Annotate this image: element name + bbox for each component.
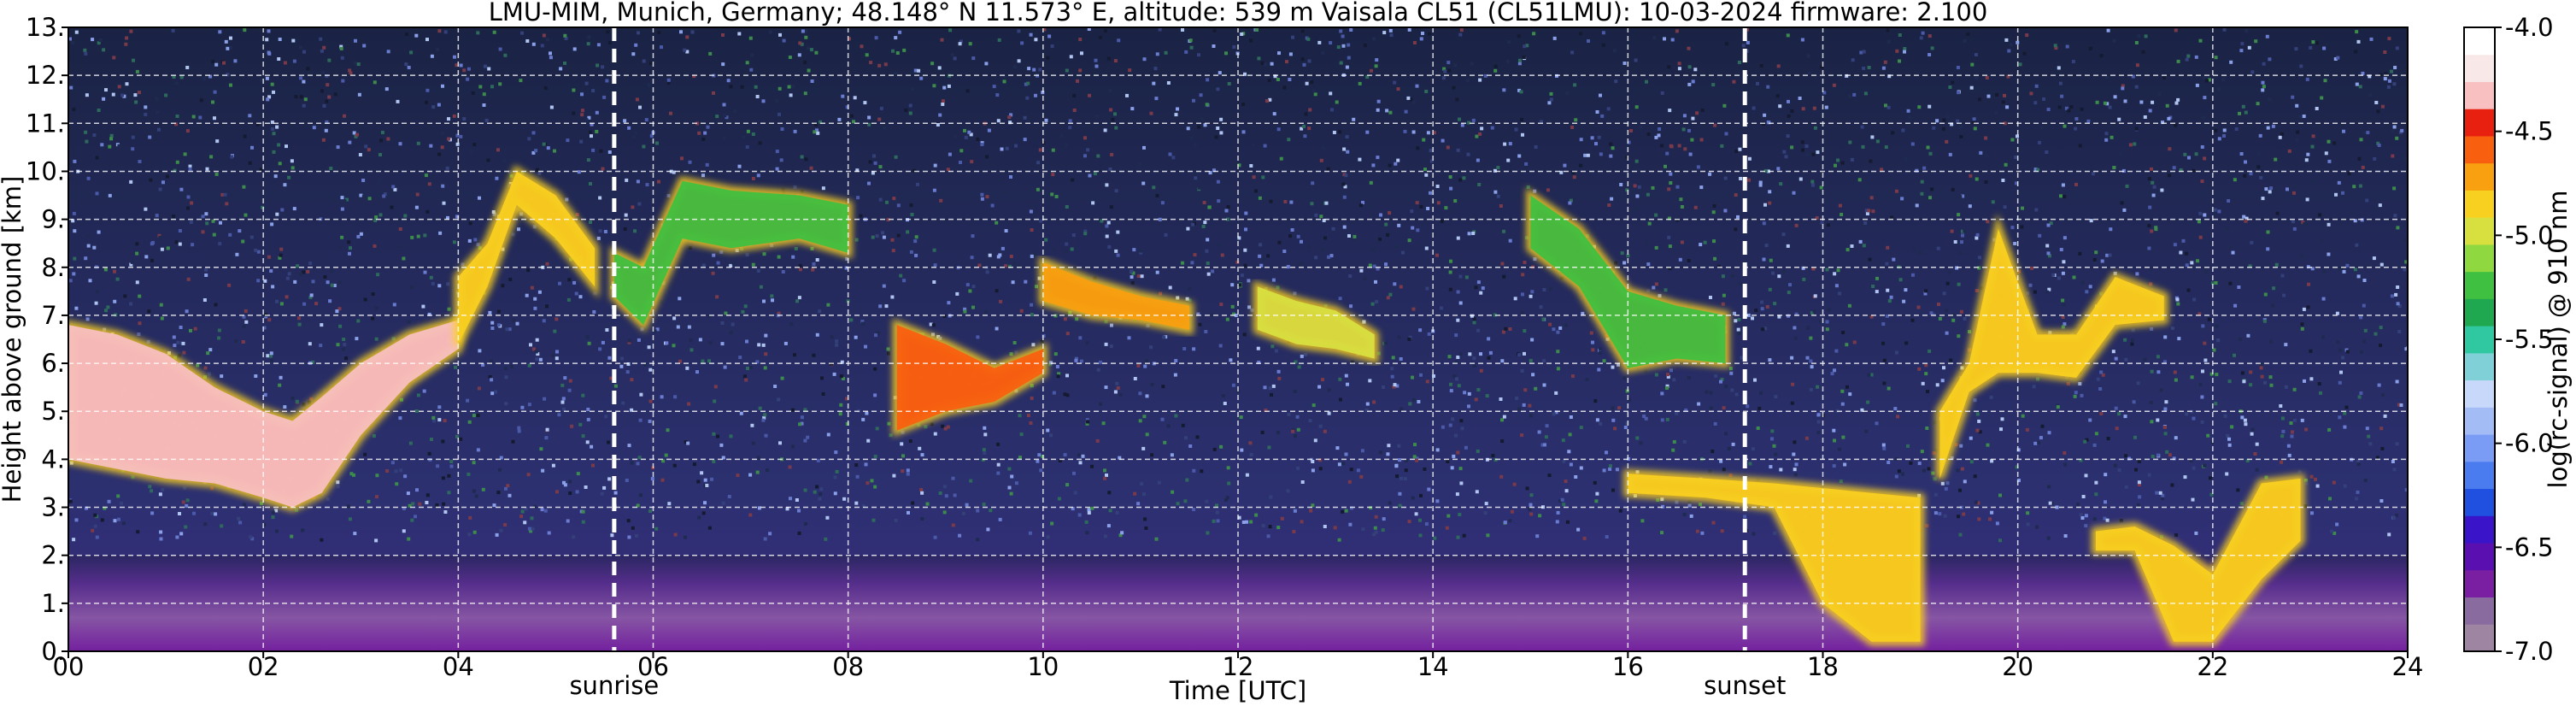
- y-tick-label: 6.: [41, 349, 65, 378]
- y-tick-label: 10.: [26, 156, 65, 185]
- colorbar-step: [2464, 54, 2495, 82]
- colorbar-step: [2464, 543, 2495, 571]
- colorbar-tick-label: -5.0: [2505, 221, 2554, 250]
- colorbar-step: [2464, 244, 2495, 273]
- grid-lines: [68, 27, 2408, 651]
- colorbar-step: [2464, 515, 2495, 544]
- colorbar-step: [2464, 81, 2495, 109]
- colorbar-steps: [2464, 27, 2495, 652]
- x-tick-label: 18: [1807, 652, 1839, 681]
- y-tick-label: 13.: [26, 13, 65, 42]
- x-tick-label: 22: [2197, 652, 2228, 681]
- colorbar-step: [2464, 569, 2495, 598]
- x-axis-label: Time [UTC]: [1169, 676, 1306, 705]
- colorbar-tick-label: -4.5: [2505, 117, 2554, 146]
- cloud-layer-5: [1253, 280, 1379, 364]
- y-tick-label: 8.: [41, 253, 65, 282]
- x-tick-label: 08: [832, 652, 864, 681]
- colorbar-step: [2464, 407, 2495, 435]
- x-tick-label: 20: [2002, 652, 2033, 681]
- y-tick-label: 2.: [41, 541, 65, 570]
- sunrise-label: sunrise: [569, 671, 659, 700]
- y-tick-label: 12.: [26, 61, 65, 90]
- colorbar-step: [2464, 597, 2495, 625]
- y-tick-label: 5.: [41, 397, 65, 426]
- chart-title: LMU-MIM, Munich, Germany; 48.148° N 11.5…: [489, 0, 1988, 26]
- x-tick-label: 16: [1612, 652, 1644, 681]
- colorbar-step: [2464, 434, 2495, 462]
- colorbar-step: [2464, 298, 2495, 327]
- y-axis-ticks: 0. 1. 2. 3. 4. 5. 6. 7. 8. 9. 10. 11. 12. 13.: [26, 13, 68, 666]
- x-tick-label: 12: [1223, 652, 1254, 681]
- colorbar-tick-label: -7.0: [2505, 637, 2554, 666]
- colorbar-step: [2464, 461, 2495, 490]
- colorbar-step: [2464, 135, 2495, 164]
- x-tick-label: 24: [2392, 652, 2424, 681]
- x-tick-label: 02: [248, 652, 279, 681]
- colorbar-tick-label: -4.0: [2505, 13, 2554, 42]
- y-tick-label: 7.: [41, 301, 65, 330]
- colorbar-step: [2464, 379, 2495, 408]
- x-tick-label: 14: [1417, 652, 1449, 681]
- colorbar-tick-label: -6.5: [2505, 532, 2554, 562]
- y-tick-label: 4.: [41, 444, 65, 474]
- x-tick-label: 06: [637, 652, 669, 681]
- event-markers: [612, 27, 1747, 651]
- y-tick-label: 9.: [41, 205, 65, 234]
- colorbar-step: [2464, 352, 2495, 381]
- x-tick-label: 04: [443, 652, 474, 681]
- cloud-layer-6: [1526, 187, 1730, 374]
- colorbar-label: log(rc-signal) @ 910 nm: [2544, 191, 2573, 489]
- cloud-layer-1: [454, 165, 600, 346]
- event-labels: sunrise sunset: [569, 671, 1786, 700]
- y-tick-label: 11.: [26, 109, 65, 138]
- colorbar-step: [2464, 27, 2495, 56]
- colorbar-step: [2464, 190, 2495, 218]
- colorbar: -7.0 -6.5 -6.0 -5.5 -5.0 -4.5 -4.0 log(rc-sign…: [2463, 13, 2573, 666]
- cloud-layer-8: [1935, 214, 2168, 480]
- y-tick-label: 1.: [41, 589, 65, 618]
- colorbar-step: [2464, 271, 2495, 299]
- cloud-layer-7: [1623, 468, 1925, 646]
- x-tick-label: 00: [53, 652, 85, 681]
- colorbar-step: [2464, 217, 2495, 245]
- cloud-layer-4: [1038, 256, 1194, 335]
- colorbar-step: [2464, 488, 2495, 516]
- cloud-layer-9: [2091, 474, 2305, 646]
- sunset-label: sunset: [1704, 671, 1786, 700]
- colorbar-tick-label: -5.5: [2505, 325, 2554, 354]
- y-tick-label: 0.: [41, 637, 65, 666]
- colorbar-step: [2464, 624, 2495, 652]
- colorbar-step: [2464, 326, 2495, 354]
- plot-area: [68, 27, 2408, 651]
- colorbar-tick-label: -6.0: [2505, 429, 2554, 458]
- colorbar-ticks: -7.0 -6.5 -6.0 -5.5 -5.0 -4.5 -4.0: [2495, 13, 2554, 666]
- x-tick-label: 10: [1027, 652, 1059, 681]
- colorbar-step: [2464, 162, 2495, 191]
- colorbar-step: [2464, 109, 2495, 137]
- y-tick-label: 3.: [41, 493, 65, 522]
- x-axis-ticks: 00 02 04 06 08 10 12 14 16 18 20 22 24: [53, 651, 2424, 681]
- y-axis-label: Height above ground [km]: [0, 176, 26, 503]
